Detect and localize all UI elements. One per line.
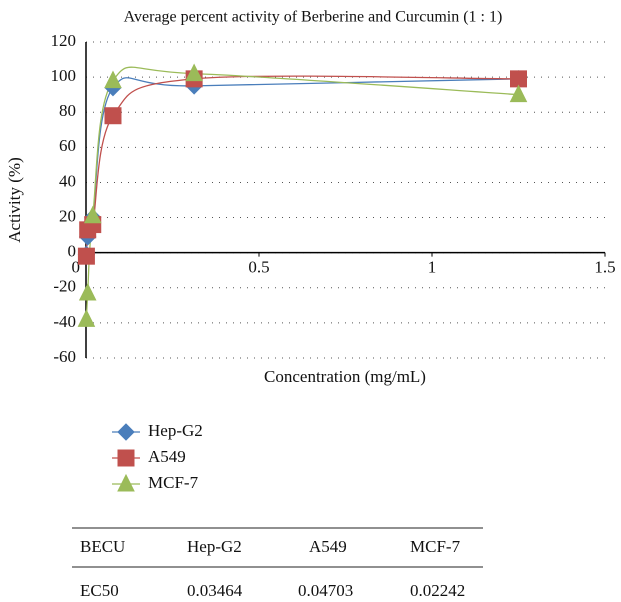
legend-marker — [117, 423, 135, 441]
y-tick-label: -40 — [53, 312, 76, 331]
x-tick-label: 0.5 — [248, 258, 269, 277]
x-tick-label: 1.5 — [594, 258, 615, 277]
data-point — [185, 63, 203, 82]
data-point — [510, 70, 527, 88]
table-cell: 0.02242 — [410, 581, 465, 600]
data-point — [509, 84, 528, 103]
data-point — [77, 309, 96, 327]
table-cell: EC50 — [80, 581, 119, 600]
y-tick-label: 20 — [59, 206, 76, 225]
legend-marker — [117, 449, 135, 467]
y-axis-label: Activity (%) — [5, 157, 24, 242]
x-tick-label: 1 — [428, 258, 437, 277]
table-header: A549 — [309, 537, 347, 556]
y-tick-label: 80 — [59, 101, 76, 120]
legend-label: Hep-G2 — [148, 421, 203, 440]
legend-label: MCF-7 — [148, 473, 199, 492]
data-point — [104, 70, 122, 89]
legend-label: A549 — [148, 447, 186, 466]
data-point — [77, 247, 95, 265]
y-tick-label: -20 — [53, 277, 76, 296]
data-point — [83, 205, 102, 224]
x-tick-label: 0 — [72, 258, 81, 277]
series-line — [85, 77, 519, 255]
y-tick-label: 0 — [68, 242, 77, 261]
table-header: MCF-7 — [410, 537, 461, 556]
table-cell: 0.04703 — [298, 581, 353, 600]
data-point — [104, 107, 122, 125]
y-tick-label: -60 — [53, 347, 76, 366]
y-tick-label: 40 — [59, 171, 76, 190]
table-cell: 0.03464 — [187, 581, 243, 600]
table-header: BECU — [80, 537, 125, 556]
data-point — [78, 282, 97, 301]
table-header: Hep-G2 — [187, 537, 242, 556]
series-line — [85, 66, 519, 320]
y-tick-label: 100 — [51, 66, 77, 85]
series-line — [85, 75, 519, 257]
chart-title: Average percent activity of Berberine an… — [124, 9, 503, 26]
y-tick-label: 60 — [59, 136, 76, 155]
y-tick-label: 120 — [51, 31, 77, 50]
x-axis-label: Concentration (mg/mL) — [264, 367, 426, 386]
legend-marker — [117, 473, 135, 492]
